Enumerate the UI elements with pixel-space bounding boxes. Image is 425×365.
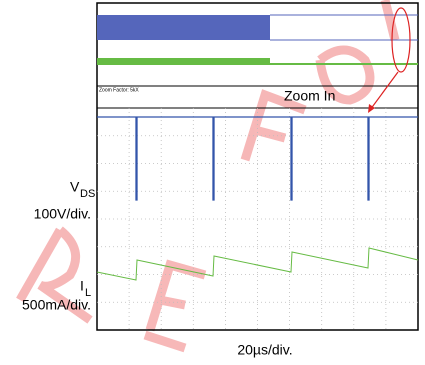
- channel-scale: 500mA/div.: [22, 297, 91, 313]
- vds-trace: [97, 116, 418, 201]
- zoom-factor: Zoom Factor: 5kX: [99, 87, 139, 93]
- screen-frame: [96, 2, 419, 331]
- timebase: 20µs/div.: [237, 342, 292, 358]
- channel-symbol: I: [80, 278, 84, 294]
- overview-ch2: [97, 58, 270, 65]
- watermark: [16, 0, 400, 353]
- il-trace: [96, 247, 419, 281]
- channel-subscript: DS: [80, 188, 95, 200]
- grid: [97, 108, 418, 330]
- overview-ch1: [97, 15, 270, 40]
- zoom-highlight: [391, 7, 411, 73]
- arrowhead: [368, 104, 375, 113]
- channel-scale: 100V/div.: [34, 206, 91, 222]
- zoom-in-label: Zoom In: [284, 88, 335, 104]
- zoom-arrow: [369, 71, 399, 111]
- channel-symbol: V: [70, 179, 80, 195]
- channel-subscript: L: [85, 287, 91, 299]
